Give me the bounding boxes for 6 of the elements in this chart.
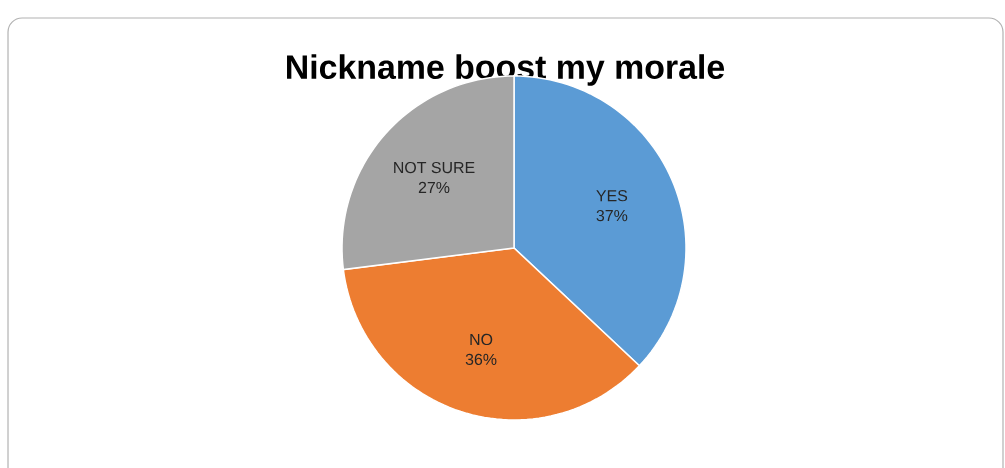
data-label: 36% xyxy=(465,353,497,366)
slice-label: YES xyxy=(596,190,628,202)
slice-label: NO xyxy=(470,333,493,346)
data-label: 37% xyxy=(596,209,628,222)
slice-label: NOT SURE xyxy=(394,161,475,174)
data-label: 27% xyxy=(418,181,450,194)
